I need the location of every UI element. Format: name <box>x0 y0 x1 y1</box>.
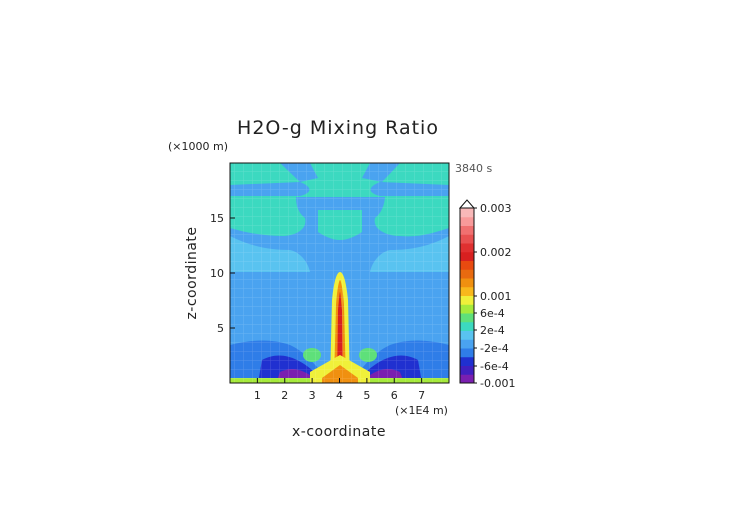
colorbar-swatch <box>460 339 474 349</box>
colorbar-label: -0.001 <box>480 377 515 390</box>
colorbar-label: -2e-4 <box>480 342 509 355</box>
time-label: 3840 s <box>455 162 492 175</box>
x-tick-label: 6 <box>391 389 398 402</box>
colorbar-swatch <box>460 260 474 270</box>
colorbar-swatch <box>460 225 474 235</box>
colorbar-swatch <box>460 234 474 244</box>
x-axis-label: x-coordinate <box>292 424 386 440</box>
z-axis-unit: (×1000 m) <box>168 140 228 153</box>
colorbar-swatch <box>460 278 474 288</box>
colorbar-extend-arrow <box>458 199 476 209</box>
colorbar-swatch <box>460 208 474 218</box>
field-grid-overlay <box>230 163 449 383</box>
colorbar-swatch <box>460 216 474 226</box>
x-tick-label: 7 <box>418 389 425 402</box>
colorbar-swatch <box>460 365 474 375</box>
z-tick-label: 10 <box>210 267 224 280</box>
x-ticks-group: 1 2 3 4 5 6 7 <box>254 378 425 402</box>
x-tick-label: 1 <box>254 389 261 402</box>
z-tick-label: 5 <box>217 322 224 335</box>
colorbar-swatch <box>460 286 474 296</box>
colorbar-swatch <box>460 348 474 358</box>
z-ticks-group: 5 10 15 <box>210 212 235 335</box>
colorbar-label: 0.002 <box>480 246 512 259</box>
z-tick-label: 15 <box>210 212 224 225</box>
colorbar-swatch <box>460 313 474 323</box>
colorbar-swatch <box>460 243 474 253</box>
colorbar-label: 0.001 <box>480 290 512 303</box>
colorbar-swatch <box>460 251 474 261</box>
colorbar-label: -6e-4 <box>480 360 509 373</box>
x-tick-label: 4 <box>336 389 343 402</box>
colorbar-swatch <box>460 304 474 314</box>
colorbar-label: 2e-4 <box>480 324 505 337</box>
chart-title: H2O-g Mixing Ratio <box>237 117 439 139</box>
colorbar-swatch <box>460 330 474 340</box>
colorbar-swatch <box>460 356 474 366</box>
colorbar-label: 0.003 <box>480 202 512 215</box>
x-tick-label: 5 <box>363 389 370 402</box>
colorbar-label: 6e-4 <box>480 307 505 320</box>
z-axis-label: z-coordinate <box>184 226 200 319</box>
field-plot <box>230 163 449 383</box>
colorbar-swatch <box>460 269 474 279</box>
colorbar-swatch <box>460 321 474 331</box>
x-tick-label: 3 <box>309 389 316 402</box>
colorbar: 0.003 0.002 0.001 6e-4 2e-4 -2e-4 -6e-4 -0.001 <box>458 199 515 390</box>
x-axis-unit: (×1E4 m) <box>395 404 448 417</box>
colorbar-swatch <box>460 295 474 305</box>
x-tick-label: 2 <box>281 389 288 402</box>
colorbar-swatch <box>460 374 474 384</box>
